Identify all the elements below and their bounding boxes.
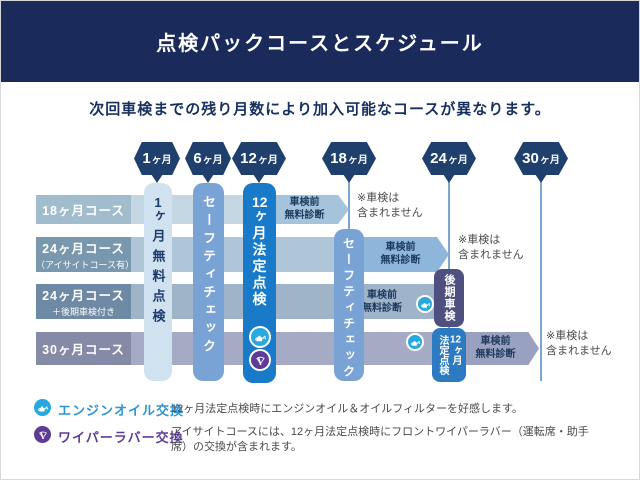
column-12m-legal-inspection-2: 12ヶ月 法定点検 — [432, 328, 466, 382]
legend-wiper-desc: アイサイトコースには、12ヶ月法定点検時にフロントワイパーラバー（運転席・助手席… — [171, 426, 589, 453]
column-12m-legal-inspection-1: 12ヶ月法定点検 — [243, 183, 276, 383]
oil-can-icon — [34, 399, 51, 416]
month-marker-24: 24 ヶ月 — [422, 142, 476, 175]
note-no-shaken-row4: ※車検は 含まれません — [546, 330, 612, 357]
marker-pointer — [443, 174, 455, 183]
page-title: 点検パックコースとスケジュール — [156, 33, 484, 55]
course-label-24m-late: 24ヶ月コース ＋後期車検付き — [36, 284, 131, 319]
month-marker-12: 12 ヶ月 — [232, 142, 286, 175]
column-safety-check-2: セーフティチェック — [334, 229, 364, 381]
oil-can-icon — [406, 333, 424, 351]
pre-shaken-check-row3: 車検前 無料診断 — [362, 290, 402, 314]
course-band-24m-late — [131, 284, 456, 319]
wiper-icon — [249, 349, 271, 371]
oil-can-icon — [249, 326, 271, 348]
guide-line-30m — [540, 182, 542, 381]
column-late-shaken: 後期車検 — [434, 269, 464, 327]
legend-wiper-label: ワイパーラバー交換 — [58, 430, 184, 445]
header-bar: 点検パックコースとスケジュール — [1, 1, 639, 82]
pre-shaken-check-row4: 車検前 無料診断 — [463, 332, 539, 365]
course-label-18m: 18ヶ月コース — [36, 195, 131, 224]
marker-pointer — [151, 174, 163, 183]
legend-oil-desc: 12ヶ月法定点検時にエンジンオイル＆オイルフィルターを好感します。 — [171, 403, 523, 415]
pre-shaken-check-row2: 車検前 無料診断 — [363, 237, 449, 272]
column-1m-free-inspection: 1ヶ月無料点検 — [144, 183, 172, 381]
course-label-30m: 30ヶ月コース — [36, 332, 131, 365]
month-marker-1: 1 ヶ月 — [134, 142, 180, 175]
legend-oil-label: エンジンオイル交換 — [58, 403, 185, 418]
pre-shaken-check-row1: 車検前 無料診断 — [271, 195, 349, 224]
intro-text: 次回車検までの残り月数により加入可能なコースが異なります。 — [89, 101, 551, 118]
month-marker-18: 18 ヶ月 — [322, 142, 376, 175]
marker-pointer — [535, 174, 547, 183]
course-label-24m-eyesight: 24ヶ月コース （アイサイトコース有） — [36, 237, 134, 272]
oil-can-icon — [416, 295, 434, 313]
marker-pointer — [343, 174, 355, 183]
month-marker-6: 6 ヶ月 — [185, 142, 231, 175]
marker-pointer — [202, 174, 214, 183]
wiper-icon — [34, 426, 51, 443]
column-safety-check-1: セーフティチェック — [193, 183, 224, 381]
note-no-shaken-row2: ※車検は 含まれません — [458, 234, 524, 261]
month-marker-30: 30 ヶ月 — [514, 142, 568, 175]
note-no-shaken-row1: ※車検は 含まれません — [357, 192, 423, 219]
marker-pointer — [253, 174, 265, 183]
